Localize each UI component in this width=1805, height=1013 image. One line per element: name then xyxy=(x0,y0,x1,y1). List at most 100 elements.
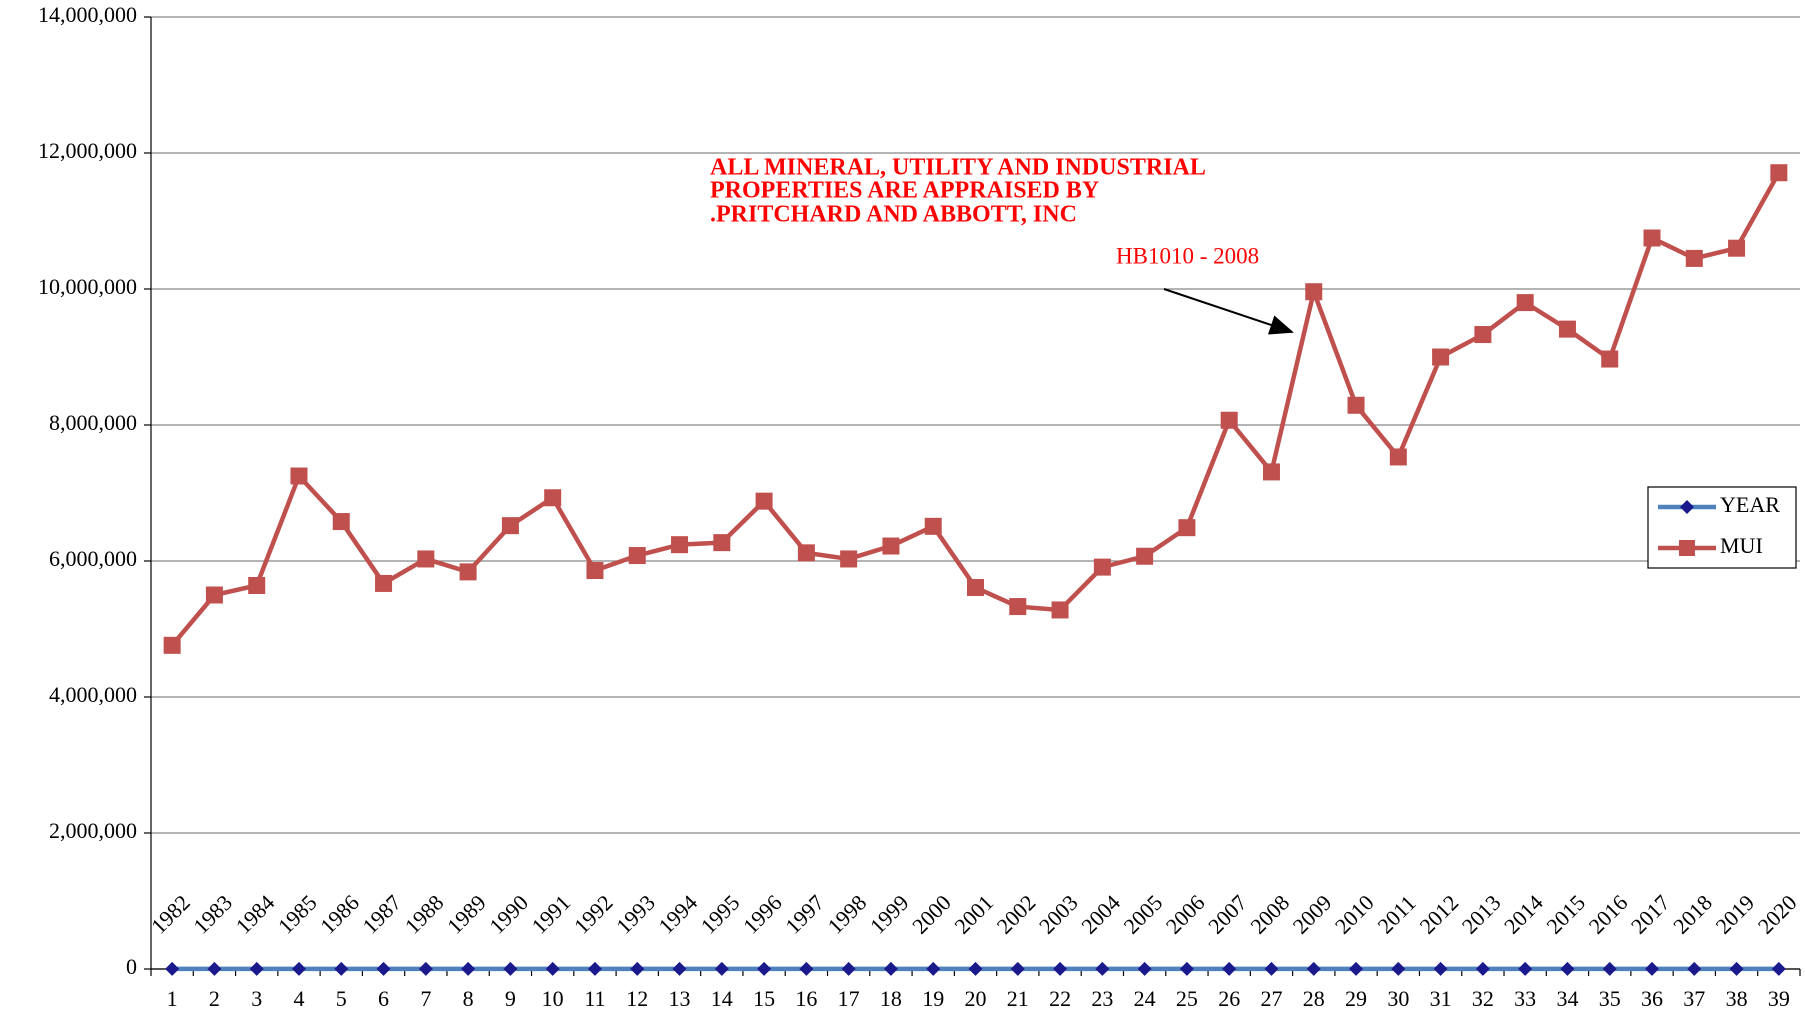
marker xyxy=(1601,350,1619,368)
x-tick-label: 17 xyxy=(838,986,860,1011)
marker xyxy=(1179,961,1194,976)
marker xyxy=(165,961,180,976)
x-tick-label: 35 xyxy=(1599,986,1621,1011)
marker xyxy=(1643,229,1661,247)
marker xyxy=(628,547,646,565)
x-tick-label: 2 xyxy=(209,986,220,1011)
data-label: 2009 xyxy=(1288,890,1337,939)
x-tick-label: 12 xyxy=(626,986,648,1011)
marker xyxy=(375,574,393,592)
x-tick-label: 20 xyxy=(965,986,987,1011)
x-tick-label: 22 xyxy=(1049,986,1071,1011)
data-label: 1998 xyxy=(823,890,872,939)
marker xyxy=(163,636,181,654)
x-tick-label: 4 xyxy=(293,986,304,1011)
marker xyxy=(1264,961,1279,976)
y-tick-label: 4,000,000 xyxy=(49,682,137,707)
marker xyxy=(671,536,689,554)
marker xyxy=(1009,598,1027,616)
marker xyxy=(1560,961,1575,976)
grid: 0 2,000,000 4,000,000 6,000,000 8,000,000 10,… xyxy=(38,2,1800,979)
data-label: 1987 xyxy=(357,890,406,939)
annotation: HB1010 - 2008 xyxy=(1116,243,1259,268)
x-tick-label: 34 xyxy=(1556,986,1578,1011)
marker xyxy=(1687,961,1702,976)
x-tick-label: 5 xyxy=(336,986,347,1011)
data-label: 1991 xyxy=(527,890,576,939)
x-tick-label: 27 xyxy=(1260,986,1282,1011)
marker xyxy=(1728,239,1746,257)
series xyxy=(163,164,1788,654)
x-tick-label: 11 xyxy=(584,986,605,1011)
marker xyxy=(248,576,266,594)
data-label: 1989 xyxy=(442,890,491,939)
marker xyxy=(1010,961,1025,976)
y-tick-label: 6,000,000 xyxy=(49,546,137,571)
marker xyxy=(376,961,391,976)
marker xyxy=(840,550,858,568)
x-tick-label: 13 xyxy=(669,986,691,1011)
x-tick-label: 23 xyxy=(1091,986,1113,1011)
marker xyxy=(1051,601,1069,619)
data-label: 2012 xyxy=(1414,890,1463,939)
marker xyxy=(1602,961,1617,976)
x-tick-label: 10 xyxy=(542,986,564,1011)
legend: YEAR MUI xyxy=(1647,486,1797,569)
marker xyxy=(1095,961,1110,976)
marker xyxy=(1222,961,1237,976)
data-label: 2000 xyxy=(907,890,956,939)
data-label: 1984 xyxy=(231,890,280,939)
marker xyxy=(207,961,222,976)
data-label: 1982 xyxy=(146,890,195,939)
y-tick-label: 14,000,000 xyxy=(38,2,137,27)
x-tick-label: 29 xyxy=(1345,986,1367,1011)
y-tick-label: 0 xyxy=(126,954,137,979)
marker xyxy=(967,579,984,597)
data-label: 2006 xyxy=(1161,890,1210,939)
marker xyxy=(1347,396,1365,414)
marker xyxy=(1136,547,1154,565)
marker xyxy=(1645,961,1660,976)
marker xyxy=(841,961,856,976)
y-tick-label: 12,000,000 xyxy=(38,138,137,163)
data-label: 1988 xyxy=(400,890,449,939)
marker xyxy=(882,537,900,555)
y-tick-label: 10,000,000 xyxy=(38,274,137,299)
x-tick-label: 18 xyxy=(880,986,902,1011)
marker xyxy=(1432,348,1450,366)
marker xyxy=(205,586,223,604)
marker xyxy=(1178,519,1196,537)
marker xyxy=(968,961,983,976)
data-label: 1990 xyxy=(484,890,533,939)
series-line xyxy=(170,171,1781,647)
data-label: 2005 xyxy=(1118,890,1167,939)
marker xyxy=(1516,294,1534,312)
marker xyxy=(1391,961,1406,976)
marker xyxy=(1558,320,1576,338)
data-label: 2011 xyxy=(1372,890,1420,938)
marker xyxy=(672,961,687,976)
x-tick-label: 1 xyxy=(167,986,178,1011)
marker xyxy=(417,550,435,568)
series: 1982198319841985198619871988198919901991… xyxy=(146,890,1802,976)
data-label: 1993 xyxy=(611,890,660,939)
x-tick-label: 15 xyxy=(753,986,775,1011)
x-tick-label: 28 xyxy=(1303,986,1325,1011)
marker xyxy=(926,961,941,976)
y-tick-label: 8,000,000 xyxy=(49,410,137,435)
data-label: 2015 xyxy=(1541,890,1590,939)
annotation-arrow xyxy=(1163,288,1294,335)
marker xyxy=(586,562,604,580)
x-tick-label: 32 xyxy=(1472,986,1494,1011)
data-label: 2001 xyxy=(949,890,998,939)
data-label: 1986 xyxy=(315,890,364,939)
data-label: 2014 xyxy=(1499,890,1548,939)
marker xyxy=(1305,283,1323,301)
marker xyxy=(713,534,731,552)
x-tick-label: 25 xyxy=(1176,986,1198,1011)
marker xyxy=(418,961,433,976)
data-label: 2013 xyxy=(1457,890,1506,939)
x-tick-label: 16 xyxy=(795,986,817,1011)
marker xyxy=(883,961,898,976)
